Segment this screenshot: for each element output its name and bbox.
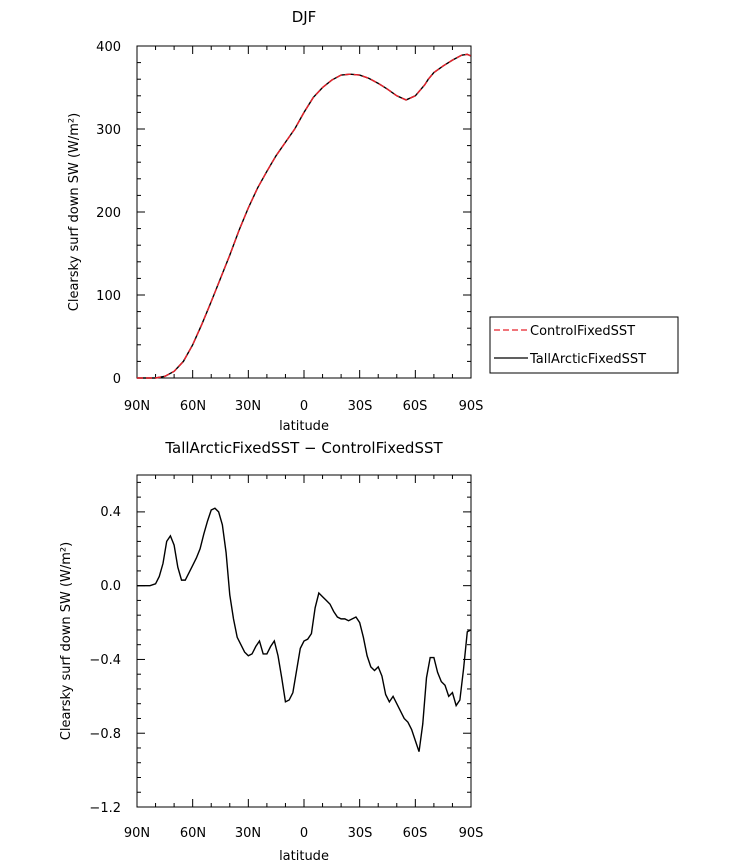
top-panel: DJF 90N 60N 30N 0 30S 60S 90S 0 100 200 … [67, 8, 483, 434]
bottom-x-tick-label: 60N [180, 826, 206, 841]
top-y-tick-label: 100 [96, 289, 121, 304]
top-x-tick-label: 60S [403, 399, 428, 414]
bottom-series-group [137, 507, 472, 752]
bottom-x-tick-label: 0 [300, 826, 308, 841]
bottom-y-tick-label: −0.8 [89, 727, 121, 742]
top-y-tick-labels: 0 100 200 300 400 [96, 40, 121, 387]
top-ticks [136, 45, 472, 379]
bottom-x-tick-label: 30S [348, 826, 373, 841]
top-y-tick-label: 0 [113, 372, 121, 387]
bottom-y-tick-label: 0.0 [100, 579, 121, 594]
bottom-series-tallarcticfixedsst-controlfixedsst [137, 507, 472, 752]
bottom-y-tick-labels: 0.4 0.0 −0.4 −0.8 −1.2 [89, 505, 121, 816]
bottom-x-tick-label: 30N [235, 826, 261, 841]
top-x-tick-label: 0 [300, 399, 308, 414]
legend-label-tall-arctic: TallArcticFixedSST [529, 352, 646, 367]
bottom-x-tick-label: 90S [459, 826, 484, 841]
top-y-axis-title: Clearsky surf down SW (W/m²) [67, 113, 82, 311]
bottom-y-tick-label: 0.4 [100, 505, 121, 520]
top-x-tick-label: 30S [348, 399, 373, 414]
top-chart-title: DJF [292, 8, 317, 26]
bottom-y-tick-label: −1.2 [89, 801, 121, 816]
top-y-tick-label: 400 [96, 40, 121, 55]
bottom-x-tick-labels: 90N 60N 30N 0 30S 60S 90S [124, 826, 484, 841]
top-series-group [137, 53, 472, 379]
bottom-ticks [136, 475, 472, 808]
top-y-tick-label: 200 [96, 206, 121, 221]
bottom-x-tick-label: 90N [124, 826, 150, 841]
top-x-axis-title: latitude [279, 419, 329, 434]
top-x-tick-label: 60N [180, 399, 206, 414]
bottom-y-tick-label: −0.4 [89, 653, 121, 668]
bottom-chart-title: TallArcticFixedSST − ControlFixedSST [164, 439, 443, 457]
bottom-panel: TallArcticFixedSST − ControlFixedSST 90N… [59, 439, 483, 864]
top-plot-frame [136, 45, 472, 379]
legend-box [489, 316, 679, 374]
top-series-tallarcticfixedsst [137, 53, 472, 379]
top-x-tick-labels: 90N 60N 30N 0 30S 60S 90S [124, 399, 484, 414]
top-series-controlfixedsst [137, 53, 472, 379]
bottom-y-axis-title: Clearsky surf down SW (W/m²) [59, 542, 74, 740]
top-x-tick-label: 90N [124, 399, 150, 414]
top-y-tick-label: 300 [96, 123, 121, 138]
bottom-x-axis-title: latitude [279, 849, 329, 864]
legend-label-control: ControlFixedSST [530, 324, 635, 339]
bottom-x-tick-label: 60S [403, 826, 428, 841]
legend: ControlFixedSST TallArcticFixedSST [489, 316, 679, 374]
top-x-tick-label: 30N [235, 399, 261, 414]
top-x-tick-label: 90S [459, 399, 484, 414]
